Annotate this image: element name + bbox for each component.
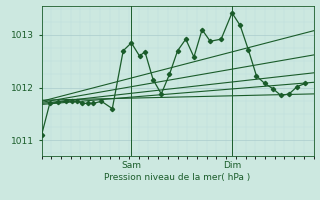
X-axis label: Pression niveau de la mer( hPa ): Pression niveau de la mer( hPa ) [104,173,251,182]
